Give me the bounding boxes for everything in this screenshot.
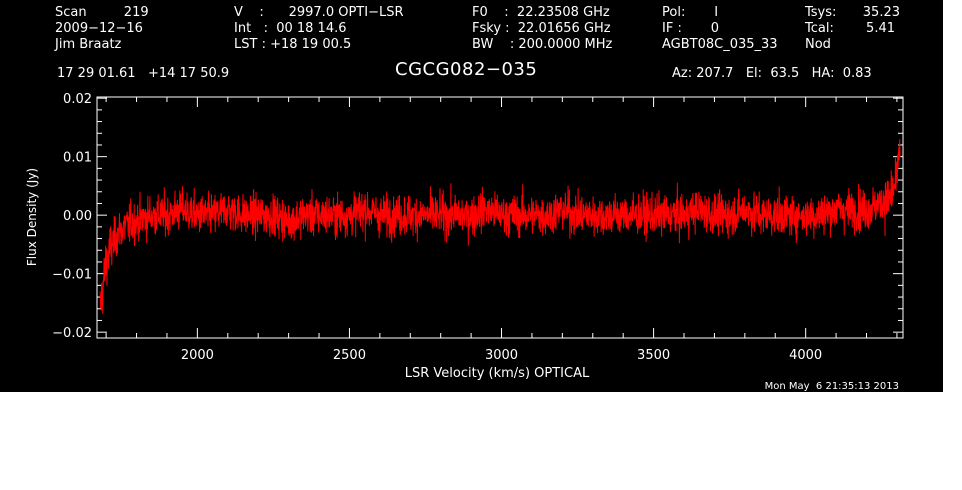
tcal-label: Tcal:: [805, 21, 834, 36]
tsys-value: 35.23: [862, 5, 900, 20]
y-axis-label: Flux Density (Jy): [25, 168, 39, 266]
velocity-label: V : 2997.0 OPTI−LSR: [234, 5, 404, 20]
source-name: CGCG082−035: [395, 59, 538, 80]
spectrum-chart: −0.02 −0.01 0.00 0.01 0.02 2000 2500 3000 3500 4…: [25, 92, 904, 381]
plot-frame: [96, 96, 904, 339]
y-tick-label: −0.01: [52, 268, 92, 283]
scan-label: Scan 219: [55, 5, 149, 20]
project-label: AGBT08C_035_33: [662, 37, 778, 52]
f0-label: F0 : 22.23508 GHz: [472, 5, 610, 20]
pol-label: Pol: I: [662, 5, 719, 20]
lst-label: LST : +18 19 00.5: [234, 37, 352, 52]
pointing-label: Az: 207.7 El: 63.5 HA: 0.83: [672, 66, 872, 81]
x-tick-label: 4000: [789, 348, 822, 363]
bandwidth-label: BW : 200.0000 MHz: [472, 37, 613, 52]
x-tick-label: 2500: [333, 348, 366, 363]
x-tick-labels: 2000 2500 3000 3500 4000: [181, 348, 822, 363]
y-tick-labels: −0.02 −0.01 0.00 0.01 0.02: [52, 92, 92, 341]
x-tick-label: 3000: [485, 348, 518, 363]
date-label: 2009−12−16: [55, 21, 143, 36]
axis-ticks: [97, 97, 903, 338]
y-tick-label: 0.01: [63, 151, 92, 166]
y-tick-label: 0.00: [63, 209, 92, 224]
x-tick-label: 2000: [181, 348, 214, 363]
x-axis-label: LSR Velocity (km/s) OPTICAL: [405, 366, 590, 381]
plot-timestamp: Mon May 6 21:35:13 2013: [764, 381, 899, 392]
if-label: IF : 0: [662, 21, 720, 36]
observer-label: Jim Braatz: [55, 37, 122, 52]
fsky-label: Fsky : 22.01656 GHz: [472, 21, 611, 36]
integration-label: Int : 00 18 14.6: [234, 21, 347, 36]
y-tick-label: 0.02: [63, 92, 92, 107]
tcal-value: 5.41: [866, 21, 895, 36]
x-tick-label: 3500: [637, 348, 670, 363]
nod-label: Nod: [805, 37, 831, 52]
flux-density-trace: [99, 139, 901, 314]
tsys-label: Tsys:: [805, 5, 837, 20]
y-tick-label: −0.02: [52, 326, 92, 341]
coordinates-label: 17 29 01.61 +14 17 50.9: [57, 66, 230, 81]
